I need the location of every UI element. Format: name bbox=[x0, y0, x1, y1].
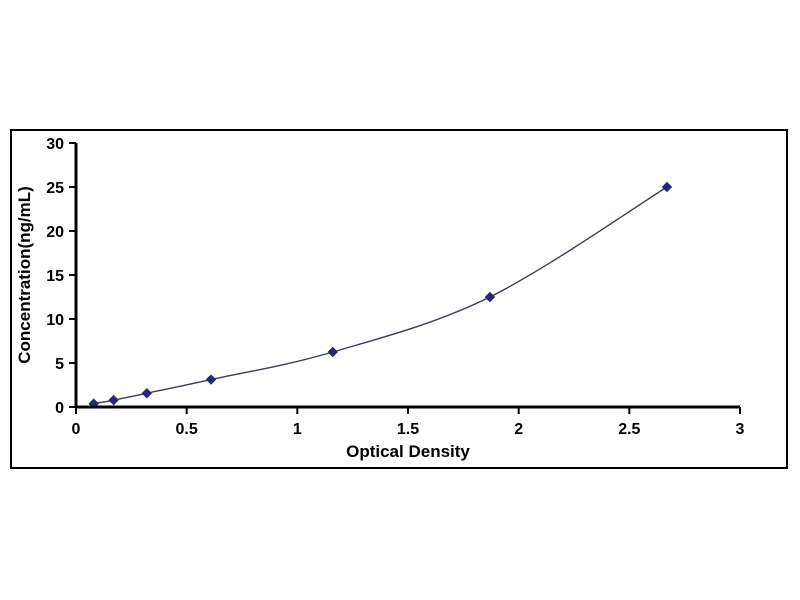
data-point-marker bbox=[108, 394, 119, 406]
data-series bbox=[88, 181, 673, 409]
x-tick-label: 0.5 bbox=[176, 421, 198, 438]
x-tick-label: 2.5 bbox=[618, 421, 640, 438]
y-tick-label: 10 bbox=[46, 312, 64, 329]
x-tick-label: 2 bbox=[514, 421, 523, 438]
series-line bbox=[93, 186, 668, 405]
data-point-marker bbox=[327, 346, 338, 358]
data-point-marker bbox=[141, 388, 153, 399]
data-point-marker bbox=[661, 181, 673, 193]
y-tick-label: 5 bbox=[55, 356, 64, 373]
y-tick-label: 20 bbox=[46, 224, 64, 241]
x-tick-label: 3 bbox=[736, 421, 745, 438]
x-tick-label: 1.5 bbox=[397, 421, 419, 438]
x-tick-label: 1 bbox=[293, 421, 302, 438]
y-tick-label: 25 bbox=[46, 180, 64, 197]
y-tick-label: 30 bbox=[46, 136, 64, 153]
x-axis-title: Optical Density bbox=[346, 442, 470, 461]
y-tick-label: 15 bbox=[46, 268, 64, 285]
x-tick-label: 0 bbox=[72, 421, 81, 438]
y-tick-label: 0 bbox=[55, 400, 64, 417]
data-point-marker bbox=[484, 291, 496, 303]
standard-curve-chart: 0 0.5 1 1.5 2 2.5 3 0 5 10 15 20 25 30 Optical Densit… bbox=[10, 129, 788, 469]
y-axis-title: Concentration(ng/mL) bbox=[15, 186, 34, 364]
data-point-marker bbox=[205, 374, 217, 385]
